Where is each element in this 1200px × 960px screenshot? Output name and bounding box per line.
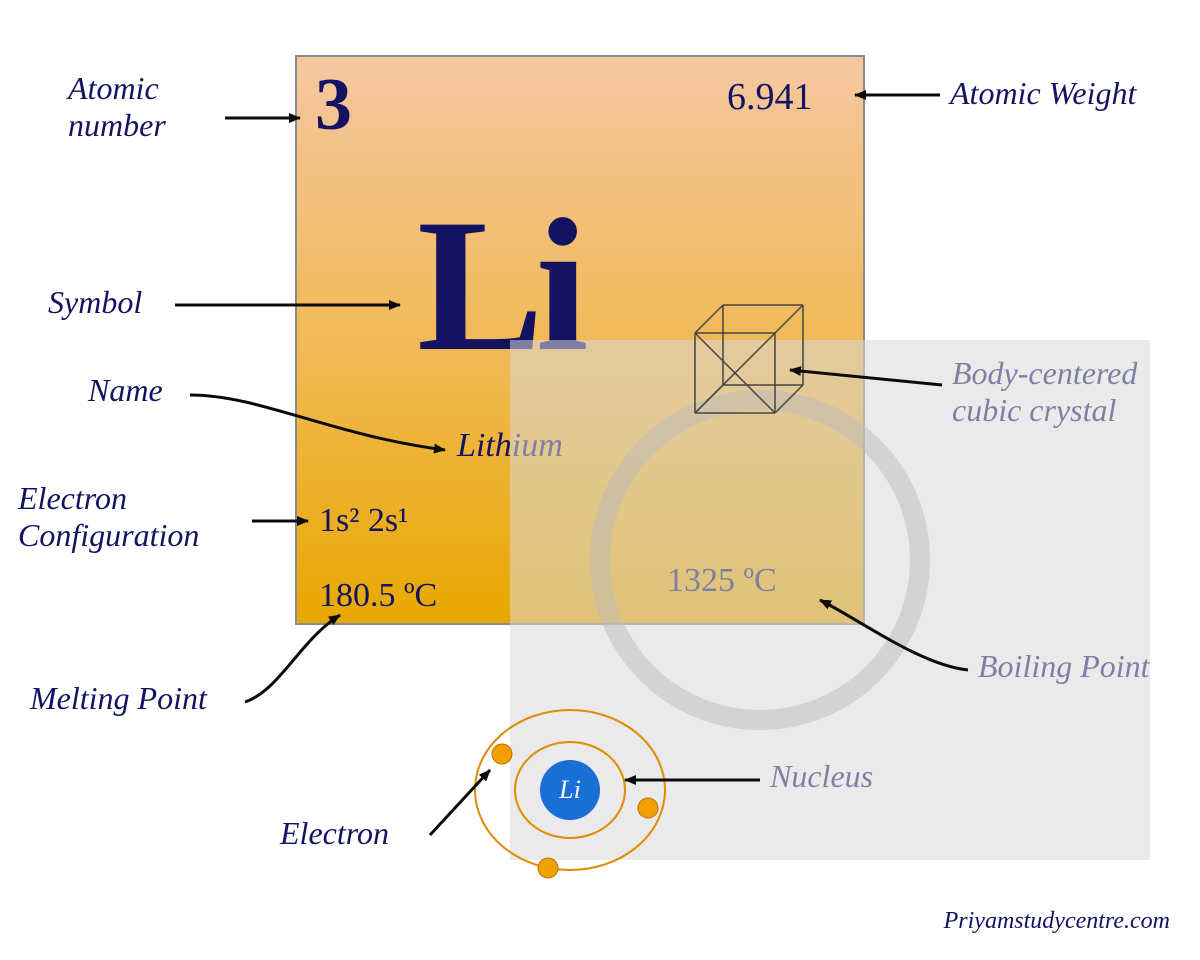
melting-point-value: 180.5 ºC [319, 577, 437, 615]
electron-icon [638, 798, 658, 818]
electron-icon [538, 858, 558, 878]
label-nucleus: Nucleus [770, 758, 873, 795]
nucleus-icon [540, 760, 600, 820]
arrow-melting-point [245, 615, 340, 702]
electron-config-value: 1s² 2s¹ [319, 502, 408, 540]
electron-icon [492, 744, 512, 764]
arrow-electron [430, 770, 490, 835]
diagram-canvas: 3 6.941 Li Lithium 1s² 2s¹ 180.5 ºC 1325… [0, 0, 1200, 960]
source-credit: Priyamstudycentre.com [944, 908, 1170, 935]
element-symbol: Li [417, 177, 581, 395]
atom-diagram: Li [475, 710, 665, 878]
label-melting-point: Melting Point [30, 680, 207, 717]
boiling-point-value: 1325 ºC [667, 562, 777, 600]
label-atomic-weight: Atomic Weight [950, 75, 1136, 112]
label-name: Name [88, 372, 163, 409]
label-atomic-number: Atomic number [68, 70, 166, 144]
element-name: Lithium [457, 427, 563, 465]
label-electron: Electron [280, 815, 389, 852]
label-boiling-point: Boiling Point [978, 648, 1150, 685]
element-tile: 3 6.941 Li Lithium 1s² 2s¹ 180.5 ºC 1325… [295, 55, 865, 625]
atomic-weight-value: 6.941 [727, 75, 813, 119]
nucleus-label: Li [558, 775, 581, 804]
atomic-number-value: 3 [315, 63, 352, 148]
label-crystal: Body-centered cubic crystal [952, 355, 1137, 429]
label-symbol: Symbol [48, 284, 142, 321]
label-electron-config: Electron Configuration [18, 480, 199, 554]
